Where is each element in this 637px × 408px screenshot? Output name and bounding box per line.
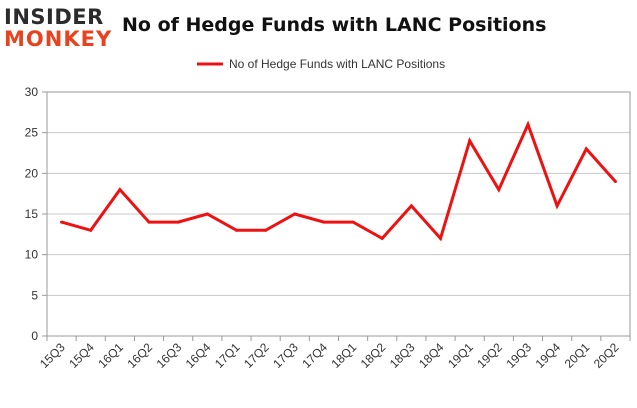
data-point [205,212,209,216]
data-point [118,188,122,192]
brand-logo-line2: MONKEY [4,27,113,51]
x-tick-label: 19Q2 [474,340,505,371]
data-point [89,228,93,232]
plot-area-border [46,91,631,337]
data-point [497,188,501,192]
x-tick-label: 20Q2 [591,340,622,371]
y-tick-label: 10 [25,248,39,262]
x-tick-label: 18Q4 [416,340,447,371]
data-point [234,228,238,232]
data-point [176,220,180,224]
brand-logo: INSIDER MONKEY [4,6,112,50]
data-point [293,212,297,216]
y-tick-label: 30 [25,85,39,99]
chart-title: No of Hedge Funds with LANC Positions [122,14,547,36]
data-point [409,204,413,208]
x-tick-label: 17Q3 [270,340,301,371]
data-point [439,236,443,240]
x-tick-label: 19Q1 [445,340,476,371]
x-tick-label: 16Q1 [95,340,126,371]
x-tick-label: 18Q1 [329,340,360,371]
data-point [264,228,268,232]
x-tick-label: 15Q4 [66,340,97,371]
brand-logo-line1: INSIDER [4,5,104,29]
y-tick-label: 5 [31,288,38,302]
data-point [584,147,588,151]
x-tick-label: 17Q1 [212,340,243,371]
y-tick-label: 20 [25,166,39,180]
legend-label: No of Hedge Funds with LANC Positions [229,57,445,71]
x-tick-label: 18Q2 [358,340,389,371]
x-tick-label: 19Q4 [533,340,564,371]
x-tick-label: 19Q3 [503,340,534,371]
series-line [61,120,617,242]
data-point [147,220,151,224]
legend: No of Hedge Funds with LANC Positions [197,57,445,71]
data-point [60,220,64,224]
x-tick-label: 15Q3 [37,340,68,371]
x-tick-label: 16Q2 [124,340,155,371]
axes: 0 5 10 15 20 25 30 15Q315Q416Q116Q216Q316Q417Q1… [25,85,631,371]
y-tick-label: 15 [25,207,39,221]
data-point [322,220,326,224]
data-point [555,204,559,208]
data-point [468,139,472,143]
data-point [613,179,617,183]
data-point [526,123,530,127]
grid [47,91,630,337]
x-tick-label: 16Q3 [154,340,185,371]
x-tick-label: 17Q4 [299,340,330,371]
x-tick-label: 16Q4 [183,340,214,371]
series [60,120,617,242]
y-tick-label: 25 [25,126,39,140]
data-point [380,236,384,240]
data-point [351,220,355,224]
y-tick-label: 0 [31,329,38,343]
x-tick-label: 17Q2 [241,340,272,371]
x-tick-label: 18Q3 [387,340,418,371]
x-tick-label: 20Q1 [562,340,593,371]
